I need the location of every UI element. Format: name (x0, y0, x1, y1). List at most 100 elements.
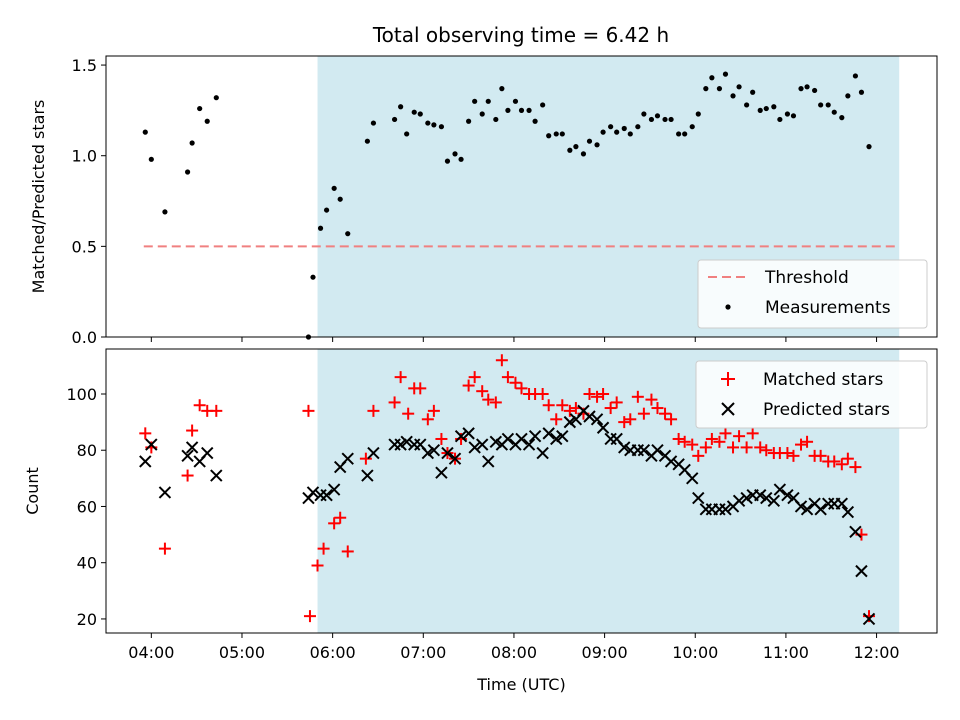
measurement-point-81 (825, 102, 831, 108)
top-y-tick-label-2: 1.0 (72, 147, 97, 166)
x-tick-label-3: 07:00 (400, 643, 446, 662)
measurement-point-58 (668, 116, 674, 123)
predicted-point-75 (781, 489, 794, 502)
measurement-point-13 (337, 196, 343, 202)
matched-point-9 (303, 610, 316, 623)
measurement-point-21 (417, 111, 423, 117)
matched-point-78 (801, 435, 814, 448)
measurement-point-64 (709, 75, 715, 81)
top-y-axis-label: Matched/Predicted stars (29, 100, 48, 294)
matched-point-61 (686, 438, 699, 451)
predicted-point-24 (435, 466, 448, 479)
predicted-point-4 (185, 441, 199, 454)
measurement-point-40 (546, 133, 552, 139)
predicted-point-86 (855, 564, 868, 578)
predicted-point-19 (400, 435, 413, 448)
matched-point-32 (489, 396, 502, 409)
bottom-plot-frame (105, 348, 938, 634)
measurement-point-15 (364, 138, 370, 144)
predicted-point-58 (664, 455, 678, 468)
measurement-point-83 (839, 115, 845, 121)
measurement-point-77 (798, 86, 804, 92)
matched-point-12 (328, 517, 341, 530)
measurement-point-3 (184, 169, 191, 175)
predicted-point-80 (814, 503, 827, 516)
measurement-point-2 (162, 209, 168, 215)
matched-point-48 (597, 387, 610, 400)
top-y-axis: 0.0 0.5 1.0 1.5 (72, 56, 106, 347)
measurement-point-30 (479, 111, 485, 117)
matched-point-50 (610, 396, 623, 409)
measurement-point-73 (771, 104, 777, 110)
predicted-point-22 (421, 446, 435, 460)
predicted-point-27 (454, 429, 468, 443)
measurement-point-14 (345, 231, 351, 237)
measurement-point-1 (148, 156, 154, 162)
matched-point-4 (186, 424, 199, 437)
predicted-point-61 (686, 472, 699, 485)
matched-point-19 (402, 407, 415, 420)
measurement-point-42 (559, 131, 565, 137)
predicted-point-37 (522, 438, 536, 451)
top-panel: 0.0 0.5 1.0 1.5 Matched/Predicted stars Thr… (29, 55, 938, 347)
x-tick-label-8: 12:00 (854, 643, 900, 662)
matched-point-60 (678, 435, 691, 448)
measurement-point-84 (845, 93, 851, 99)
predicted-point-71 (754, 489, 767, 502)
measurement-point-31 (485, 98, 491, 104)
measurement-point-12 (331, 185, 337, 191)
predicted-point-25 (441, 446, 454, 460)
bottom-legend: Matched stars Predicted stars (695, 360, 928, 429)
measurement-point-53 (635, 124, 641, 130)
bottom-legend-box (695, 360, 928, 429)
top-legend-box (697, 259, 928, 329)
measurement-point-74 (777, 116, 783, 123)
top-x-ticks (150, 337, 878, 342)
measurement-point-7 (213, 95, 219, 101)
matched-point-47 (591, 390, 604, 403)
matched-point-42 (556, 399, 569, 412)
predicted-point-32 (489, 435, 503, 448)
measurement-points (142, 71, 872, 340)
measurement-point-70 (750, 89, 756, 95)
measurement-point-23 (431, 122, 437, 128)
predicted-point-31 (482, 455, 495, 468)
matched-point-35 (509, 376, 522, 389)
top-y-tick-label-1: 0.5 (72, 237, 97, 256)
matched-point-64 (705, 432, 718, 445)
matched-point-8 (302, 404, 315, 417)
measurement-point-19 (404, 131, 410, 137)
matched-point-10 (311, 559, 324, 572)
predicted-point-16 (367, 446, 380, 460)
predicted-point-73 (767, 494, 781, 508)
measurement-point-75 (784, 111, 791, 117)
measurement-point-48 (600, 129, 606, 135)
predicted-point-78 (800, 503, 814, 516)
matched-point-7 (210, 404, 223, 417)
predicted-point-87 (862, 612, 876, 626)
matched-point-65 (713, 435, 726, 448)
legend-matched-label: Matched stars (763, 370, 883, 390)
measurement-point-10 (317, 225, 324, 231)
bottom-y-tick-label-1: 40 (77, 554, 97, 573)
matched-point-14 (341, 545, 354, 558)
matched-point-70 (746, 427, 759, 440)
x-tick-label-4: 08:00 (491, 643, 537, 662)
matched-point-72 (760, 444, 773, 457)
measurement-point-76 (790, 113, 797, 119)
measurement-point-82 (831, 109, 837, 115)
matched-point-58 (665, 413, 678, 426)
measurement-point-41 (553, 131, 559, 137)
matched-point-83 (835, 458, 848, 471)
x-tick-label-0: 04:00 (128, 643, 174, 662)
matched-point-18 (394, 371, 407, 384)
bottom-y-tick-label-0: 20 (77, 610, 97, 629)
measurement-point-35 (512, 98, 519, 104)
bottom-panel: 20 40 60 80 100 04:00 05:00 06:00 07:00 08:00 09:… (23, 348, 938, 694)
matched-point-76 (787, 449, 800, 462)
bottom-x-axis: 04:00 05:00 06:00 07:00 08:00 09:00 10:00 11:00… (128, 633, 900, 662)
matched-point-15 (359, 452, 372, 465)
measurement-point-55 (648, 116, 655, 123)
measurement-point-67 (730, 93, 736, 99)
predicted-point-56 (651, 444, 664, 457)
